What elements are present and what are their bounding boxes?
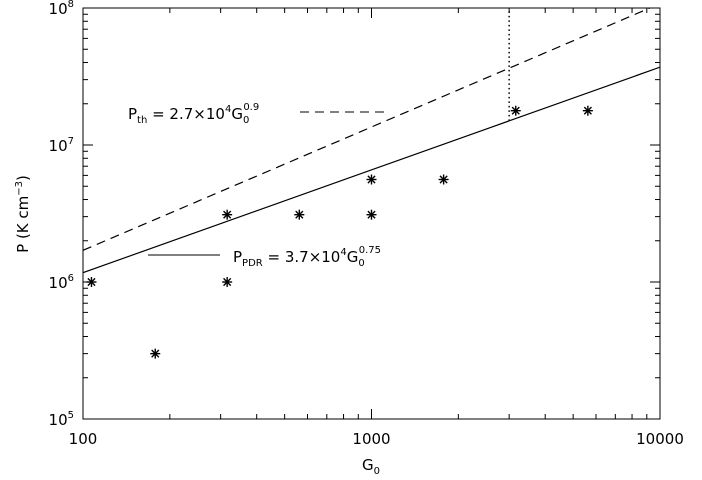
- data-point: [366, 209, 377, 220]
- asterisk-stroke: [223, 277, 232, 287]
- asterisk-stroke: [295, 210, 304, 219]
- svg-text:PPDR = 3.7×104G00.75: PPDR = 3.7×104G00.75: [233, 245, 381, 269]
- data-point: [222, 209, 233, 220]
- x-tick-label: 1000: [352, 430, 390, 448]
- asterisk-stroke: [367, 210, 376, 219]
- data-point: [222, 277, 233, 287]
- y-tick-label: 105: [49, 410, 74, 429]
- y-tick-label: 108: [49, 0, 74, 18]
- data-point: [150, 348, 161, 359]
- data-point: [582, 105, 593, 116]
- asterisk-stroke: [87, 277, 96, 287]
- svg-text:Pth = 2.7×104G00.9: Pth = 2.7×104G00.9: [128, 102, 259, 126]
- asterisk-stroke: [223, 210, 232, 219]
- asterisk-stroke: [511, 106, 520, 115]
- x-tick-label: 100: [69, 430, 98, 448]
- y-axis-label: P (K cm−3): [14, 175, 32, 253]
- ppdr-annotation: PPDR = 3.7×104G00.75: [148, 245, 381, 269]
- pth-annotation: Pth = 2.7×104G00.9: [128, 102, 390, 126]
- data-points: [86, 105, 593, 359]
- data-point: [366, 174, 377, 185]
- asterisk-stroke: [367, 175, 376, 184]
- y-tick-label: 106: [49, 273, 74, 292]
- y-ticks: 105 106 107 108: [49, 0, 660, 429]
- x-ticks: 100 1000 10000: [69, 8, 684, 448]
- x-axis-label: G0: [362, 456, 380, 477]
- asterisk-stroke: [151, 349, 160, 358]
- ppdr-fit-line: [83, 66, 660, 274]
- data-point: [86, 277, 97, 287]
- fit-lines: [83, 8, 660, 274]
- data-point: [510, 105, 521, 116]
- y-tick-label: 107: [49, 136, 74, 155]
- x-tick-label: 10000: [636, 430, 684, 448]
- data-point: [294, 209, 305, 220]
- data-point: [438, 174, 449, 185]
- asterisk-stroke: [439, 175, 448, 184]
- asterisk-stroke: [583, 106, 592, 115]
